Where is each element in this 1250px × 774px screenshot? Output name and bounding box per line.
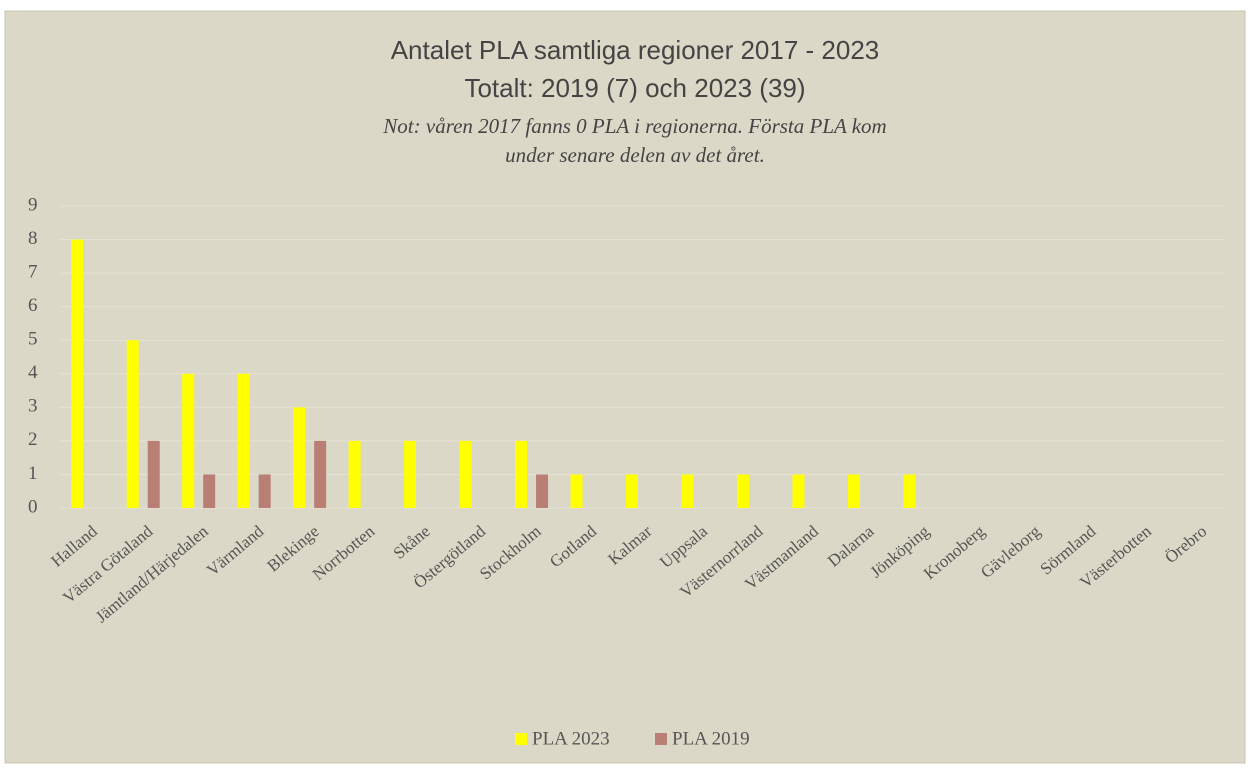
bar	[203, 474, 216, 508]
bar	[293, 407, 306, 508]
legend-label: PLA 2019	[672, 728, 750, 749]
bar	[71, 239, 84, 509]
bar	[536, 474, 549, 508]
chart-subtitle: Not: våren 2017 fanns 0 PLA i regionerna…	[382, 114, 886, 138]
bar	[903, 474, 916, 508]
bar	[404, 440, 417, 508]
legend-swatch	[655, 733, 667, 745]
chart-title: Antalet PLA samtliga regioner 2017 - 202…	[391, 35, 880, 65]
bar	[847, 474, 860, 508]
chart-title: Totalt: 2019 (7) och 2023 (39)	[464, 73, 805, 103]
bar	[736, 474, 749, 508]
y-tick-label: 3	[28, 396, 38, 417]
bar	[258, 474, 271, 508]
bar	[459, 440, 472, 508]
bar	[792, 474, 805, 508]
y-tick-label: 9	[28, 194, 38, 215]
y-tick-label: 0	[28, 496, 38, 517]
y-tick-label: 6	[28, 295, 38, 316]
y-tick-label: 1	[28, 463, 38, 484]
bar	[570, 474, 583, 508]
bar	[626, 474, 638, 508]
chart-background	[4, 10, 1246, 764]
bar	[515, 440, 528, 508]
y-tick-label: 4	[28, 362, 38, 383]
bar	[126, 340, 139, 508]
bar	[182, 373, 195, 508]
y-tick-label: 8	[28, 228, 38, 249]
bar	[348, 440, 361, 508]
bar	[237, 373, 250, 508]
y-tick-label: 5	[28, 329, 38, 350]
legend-label: PLA 2023	[532, 728, 610, 749]
y-tick-label: 7	[28, 261, 38, 282]
legend-swatch	[515, 733, 527, 745]
bar	[314, 440, 327, 508]
bar	[147, 440, 160, 508]
chart-subtitle: under senare delen av det året.	[505, 143, 765, 167]
bar	[681, 474, 694, 508]
y-tick-label: 2	[28, 429, 38, 450]
